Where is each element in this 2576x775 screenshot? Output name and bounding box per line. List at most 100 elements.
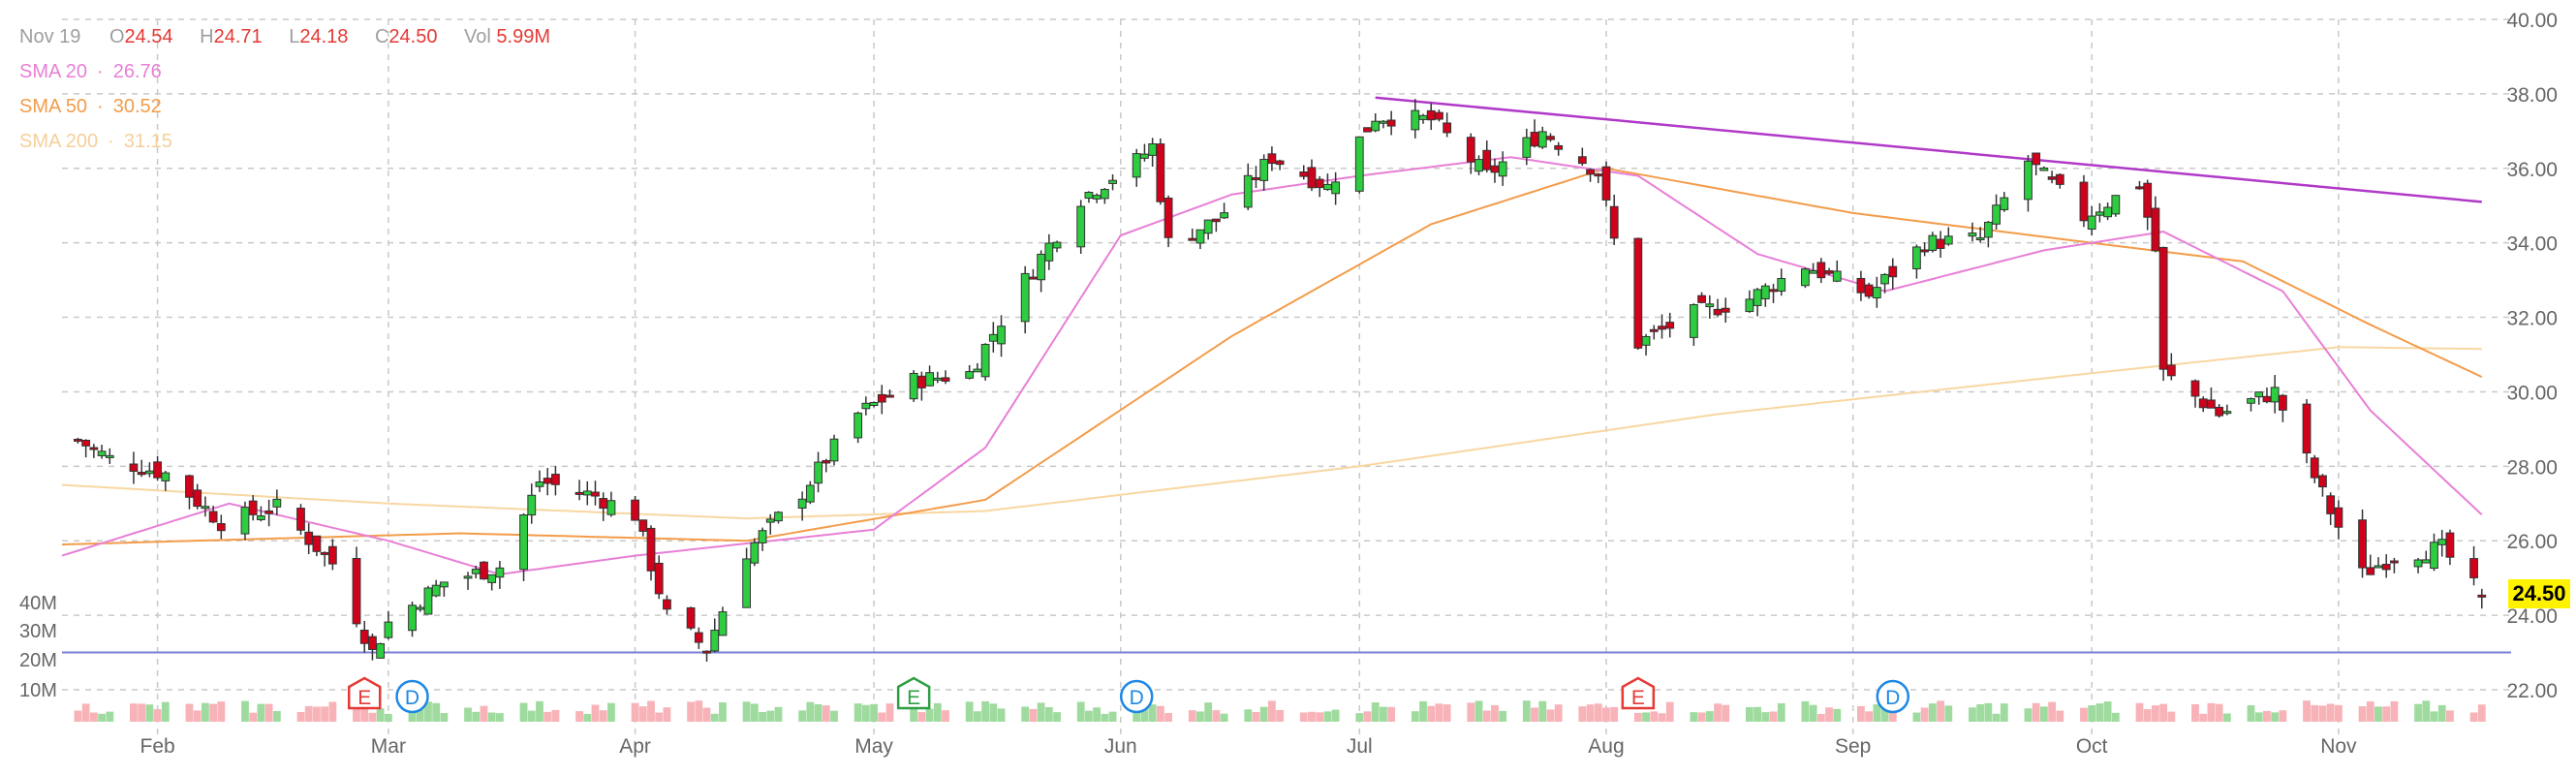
volume-bar (870, 703, 878, 722)
candle-body (742, 558, 752, 608)
volume-bar (2048, 701, 2057, 722)
event-label: E (357, 687, 371, 709)
volume-bar (1594, 703, 1602, 722)
sma50-label: SMA 50 (19, 96, 88, 117)
volume-bar (296, 711, 305, 722)
candle-body (216, 523, 226, 532)
candle-body (1044, 242, 1054, 262)
trendline[interactable] (1375, 96, 2482, 203)
high-label: H (200, 26, 214, 47)
price-tick: 36.00 (2506, 159, 2558, 181)
candle-body (193, 489, 202, 508)
volume-bar (2159, 703, 2168, 722)
volume-bar (1188, 710, 1196, 722)
candle-body (638, 519, 648, 532)
sma50-path (61, 167, 2483, 546)
candle-body (1164, 198, 1173, 238)
candle-body (916, 375, 926, 388)
volume-bar (1880, 701, 1889, 722)
volume-bar (1969, 707, 1976, 722)
sma200-legend[interactable]: SMA 200 · 31.15 (19, 124, 572, 159)
candle-body (1601, 166, 1611, 201)
volume-bar (2279, 710, 2287, 722)
volume-bar (1164, 713, 1172, 722)
candle-body (2047, 176, 2057, 180)
volume-bar (2326, 703, 2335, 722)
candle-body (1243, 174, 1253, 208)
candle-body (1975, 237, 1985, 241)
volume-bar (98, 713, 106, 722)
volume-bar (1984, 702, 1993, 722)
volume-bar (1108, 711, 1117, 722)
volume-bar (1992, 713, 2001, 722)
volume-bar (1546, 709, 1555, 722)
volume-bar (1220, 713, 1228, 722)
candle-body (2270, 387, 2280, 403)
month-tick: Mar (371, 735, 406, 758)
volume-bar (1299, 712, 1308, 722)
candle-body (519, 514, 528, 571)
candle-body (718, 611, 728, 636)
volume-bar (1937, 700, 1944, 722)
candle-body (359, 629, 369, 644)
candle-body (765, 518, 775, 523)
candle-body (1753, 289, 1762, 306)
candle-body (352, 557, 361, 625)
volume-bars (74, 700, 2486, 722)
volume-bar (607, 702, 615, 722)
current-price-tag: 24.50 (2508, 579, 2570, 608)
month-tick: Feb (140, 735, 175, 758)
candle-body (264, 510, 274, 514)
candle-body (1371, 120, 1381, 132)
candle-body (2254, 391, 2264, 398)
volume-tick: 30M (19, 621, 57, 642)
volume-bar (910, 703, 918, 722)
candle-body (933, 377, 943, 381)
volume-bar (750, 703, 759, 722)
candle-body (1299, 170, 1309, 177)
volume-bar (2135, 702, 2144, 722)
candle-body (495, 567, 505, 578)
candle-body (1411, 109, 1420, 131)
candle-body (257, 515, 265, 520)
volume-bar (1252, 711, 1260, 722)
sma20-legend[interactable]: SMA 20 · 26.76 (19, 54, 572, 89)
candle-body (1888, 265, 1898, 278)
sma50-legend[interactable]: SMA 50 · 30.52 (19, 89, 572, 124)
volume-bar (1331, 709, 1340, 722)
candle-body (1323, 183, 1332, 191)
candle-body (1108, 179, 1117, 184)
volume-bar (1101, 713, 1109, 722)
candle-body (2135, 186, 2144, 190)
candle-body (487, 574, 497, 583)
volume-bar (1499, 710, 1507, 722)
candle-body (1760, 285, 1770, 299)
candle-body (384, 621, 393, 638)
candle-body (416, 606, 425, 610)
volume-bar (2152, 705, 2159, 722)
volume-bar (1944, 705, 1953, 722)
candle-body (1943, 235, 1953, 245)
volume-bar (655, 712, 664, 722)
candle-body (1195, 229, 1205, 244)
candle-body (105, 454, 114, 458)
price-tick: 38.00 (2506, 84, 2558, 107)
month-tick: May (854, 735, 893, 758)
volume-bar (798, 710, 807, 722)
candle-body (1092, 195, 1102, 200)
volume-bar (2390, 700, 2399, 722)
candle-body (1482, 149, 1492, 170)
candle-body (2222, 411, 2232, 415)
volume-bar (1754, 706, 1761, 722)
close-value: 24.50 (388, 26, 438, 47)
candle-body (153, 461, 162, 479)
volume-bar (861, 704, 870, 722)
volume-axis: 10M 20M 30M 40M (19, 593, 57, 701)
candle-body (2366, 567, 2375, 575)
volume-bar (973, 711, 981, 722)
volume-bar (185, 703, 194, 722)
volume-bar (1053, 712, 1061, 722)
candlesticks[interactable] (74, 99, 2487, 662)
